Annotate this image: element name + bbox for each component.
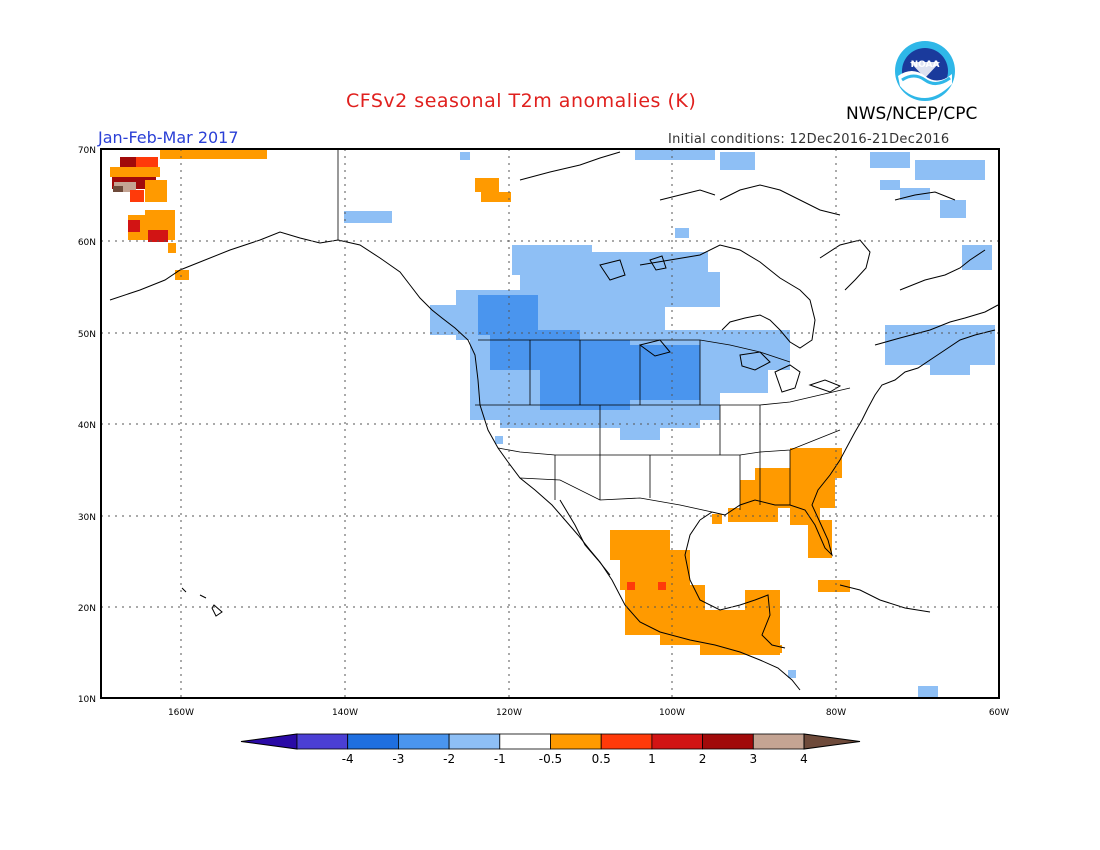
colorbar-segment — [600, 733, 653, 750]
colorbar-label: -0.5 — [539, 752, 562, 766]
gridlines — [101, 149, 999, 698]
colorbar-segment — [651, 733, 704, 750]
chart-title: CFSv2 seasonal T2m anomalies (K) — [346, 90, 697, 112]
mexico-warm-anomaly — [610, 530, 782, 655]
colorbar-segment — [752, 733, 805, 750]
latitude-labels: 70N 60N 50N 40N 30N 20N 10N — [78, 146, 96, 705]
colorbar-segment — [499, 733, 551, 750]
colorbar-segment — [448, 733, 501, 750]
colorbar-segment — [702, 733, 754, 750]
lon-label: 80W — [826, 708, 846, 718]
colorbar-label: 0.5 — [592, 752, 611, 766]
noaa-logo-icon: NOAA — [895, 41, 955, 101]
alaska-warm-anomaly — [110, 149, 267, 280]
us-cold-core-anomaly — [478, 295, 700, 410]
map-frame — [100, 148, 1000, 699]
colorbar-label: 1 — [648, 752, 656, 766]
great-lakes — [599, 255, 842, 393]
lon-label: 140W — [332, 708, 358, 718]
lat-label: 20N — [78, 604, 96, 614]
lat-label: 40N — [78, 421, 96, 431]
colorbar-label: -1 — [494, 752, 506, 766]
coastlines — [109, 151, 999, 691]
colorbar-label: -3 — [392, 752, 404, 766]
colorbar-segment — [296, 733, 349, 750]
period-label: Jan-Feb-Mar 2017 — [98, 128, 239, 147]
longitude-labels: 160W 140W 120W 100W 80W 60W — [168, 708, 1009, 718]
colorbar-label: -4 — [342, 752, 354, 766]
colorbar-low-arrow — [240, 733, 298, 750]
lon-label: 60W — [989, 708, 1009, 718]
colorbar-label: 3 — [749, 752, 757, 766]
agency-label: NWS/NCEP/CPC — [846, 104, 978, 124]
lat-label: 30N — [78, 513, 96, 523]
borders — [337, 149, 851, 513]
colorbar-high-arrow — [803, 733, 861, 750]
lat-label: 50N — [78, 330, 96, 340]
colorbar-segment — [347, 733, 399, 750]
noaa-logo-text: NOAA — [911, 60, 940, 70]
southeast-warm-anomaly — [475, 178, 850, 592]
lon-label: 120W — [496, 708, 522, 718]
colorbar-segment — [550, 733, 602, 750]
colorbar-label: -2 — [443, 752, 455, 766]
mexico-strong-anomaly — [627, 582, 666, 590]
lat-label: 70N — [78, 146, 96, 156]
colorbar-label: 2 — [699, 752, 707, 766]
lon-label: 100W — [659, 708, 685, 718]
lat-label: 60N — [78, 238, 96, 248]
colorbar-segment — [397, 733, 450, 750]
lat-label: 10N — [78, 695, 96, 705]
initial-conditions-label: Initial conditions: 12Dec2016-21Dec2016 — [668, 132, 950, 147]
lon-label: 160W — [168, 708, 194, 718]
colorbar-label: 4 — [800, 752, 808, 766]
